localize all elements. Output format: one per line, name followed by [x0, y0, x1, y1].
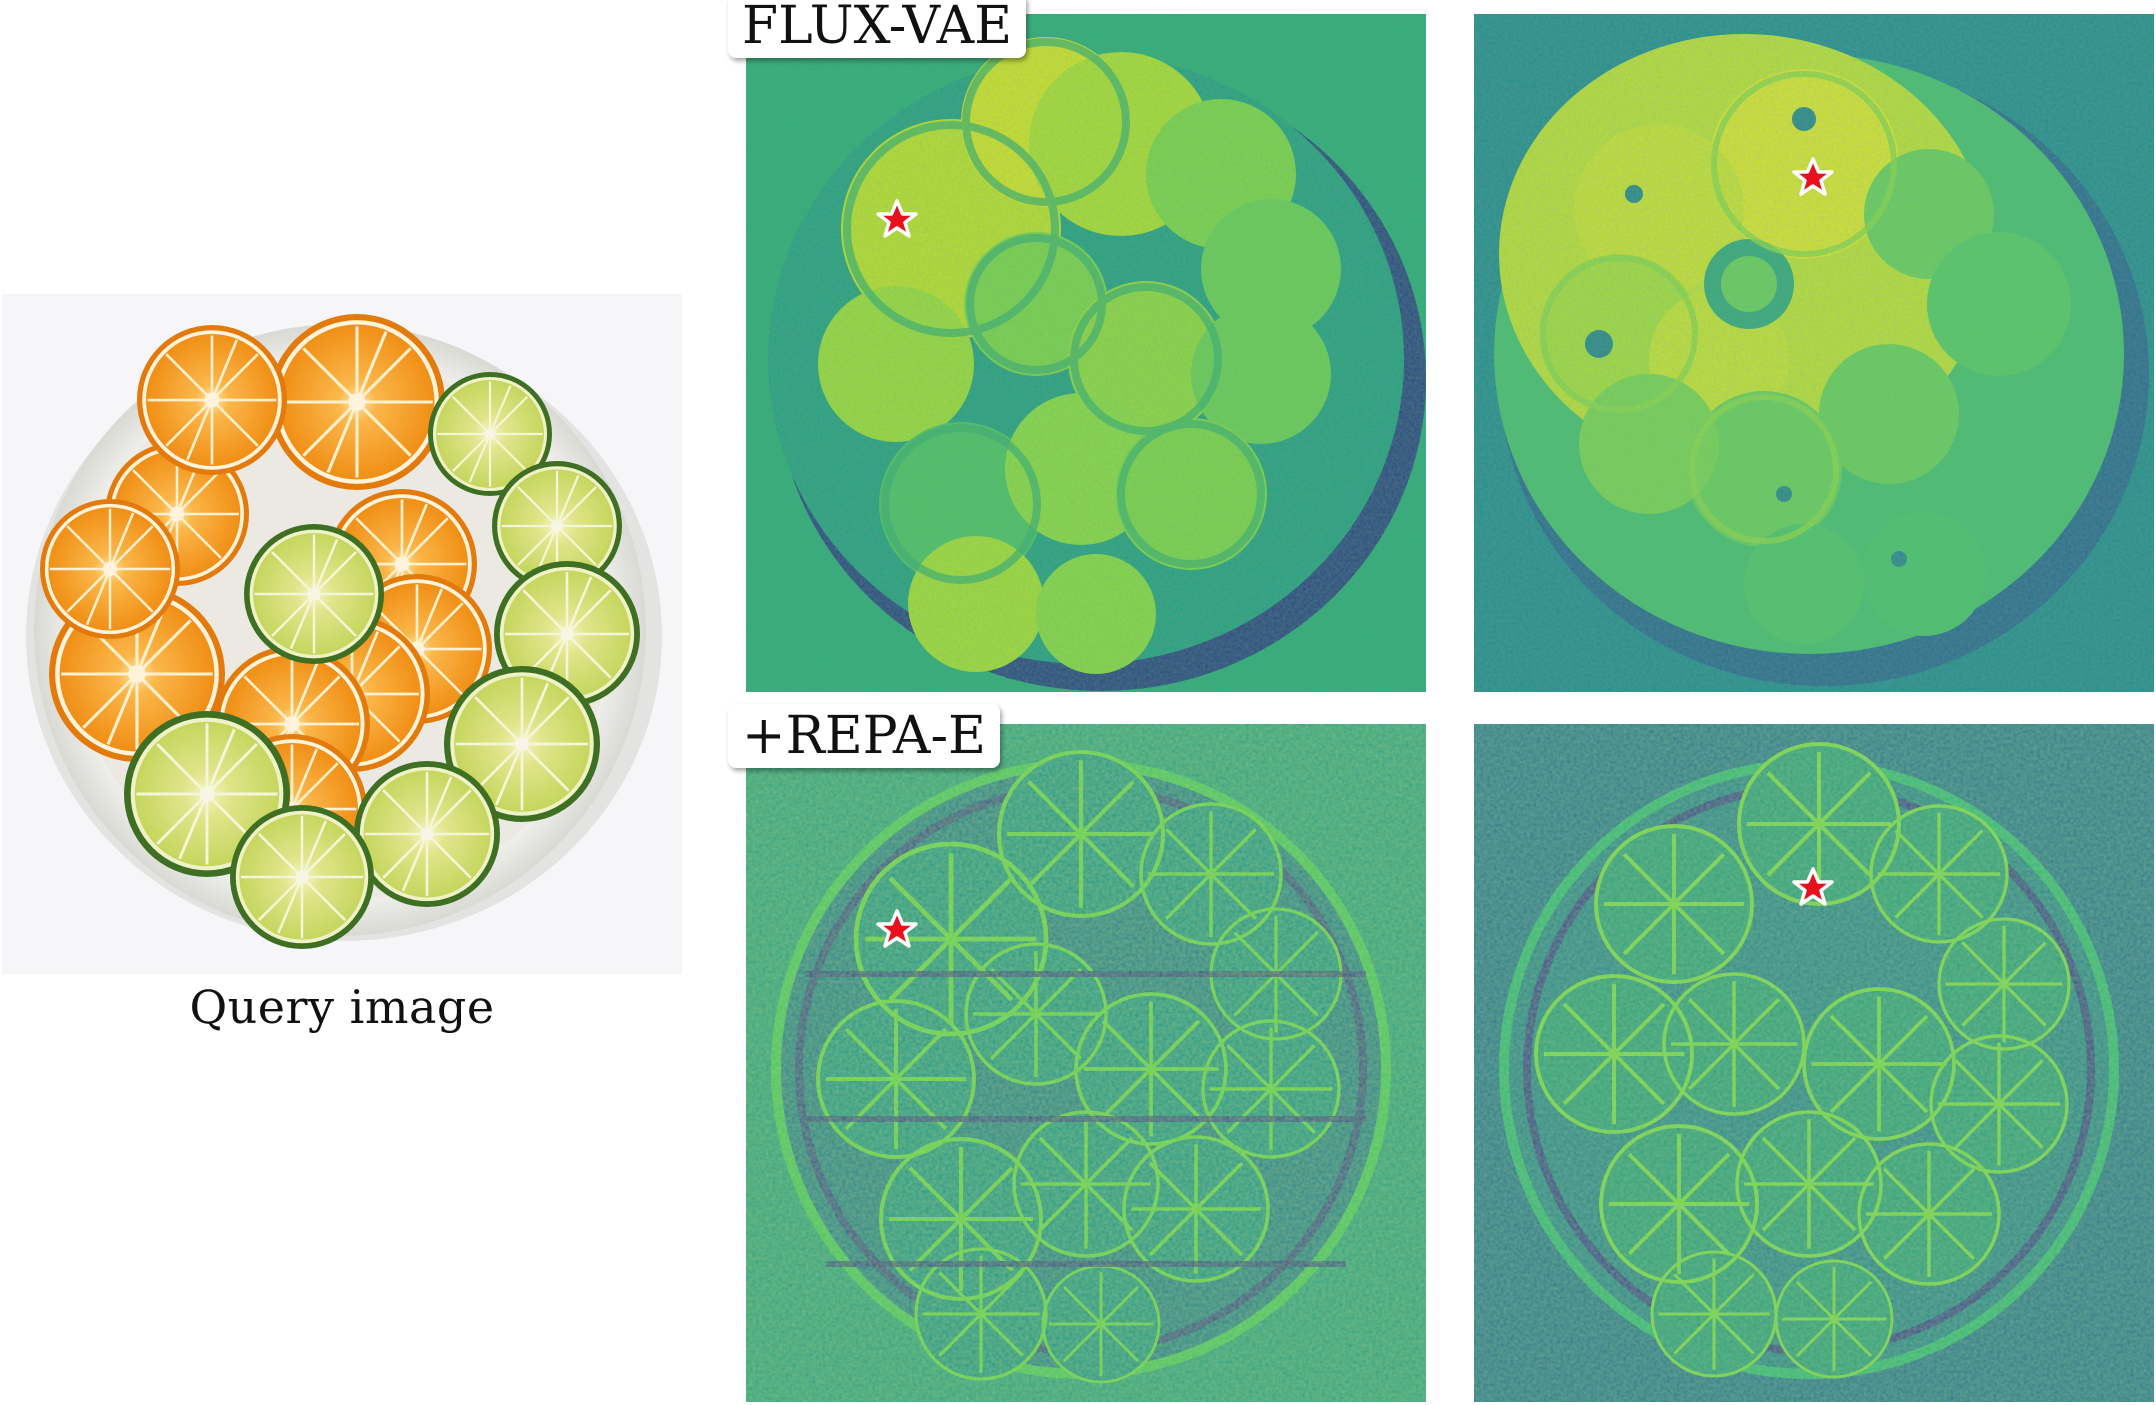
repa-e-similarity-map-2 [1474, 724, 2154, 1402]
repa-e-map-1-graphic [746, 724, 1426, 1402]
query-point-star-icon [1792, 157, 1834, 196]
query-image-caption: Query image [189, 980, 495, 1034]
flux-vae-map-2-graphic [1474, 14, 2154, 692]
repa-e-similarity-map-1 [746, 724, 1426, 1402]
flux-vae-similarity-map-1 [746, 14, 1426, 692]
query-point-star-icon [876, 199, 918, 238]
query-image [2, 294, 682, 974]
flux-vae-similarity-map-2 [1474, 14, 2154, 692]
query-point-star-icon [1792, 867, 1834, 906]
row-label-flux-vae: FLUX-VAE [728, 0, 1027, 58]
flux-vae-map-1-graphic [746, 14, 1426, 692]
query-point-star-icon [876, 909, 918, 948]
row-label-repa-e: +REPA-E [728, 704, 1000, 768]
repa-e-map-2-graphic [1474, 724, 2154, 1402]
query-image-graphic [2, 294, 682, 974]
